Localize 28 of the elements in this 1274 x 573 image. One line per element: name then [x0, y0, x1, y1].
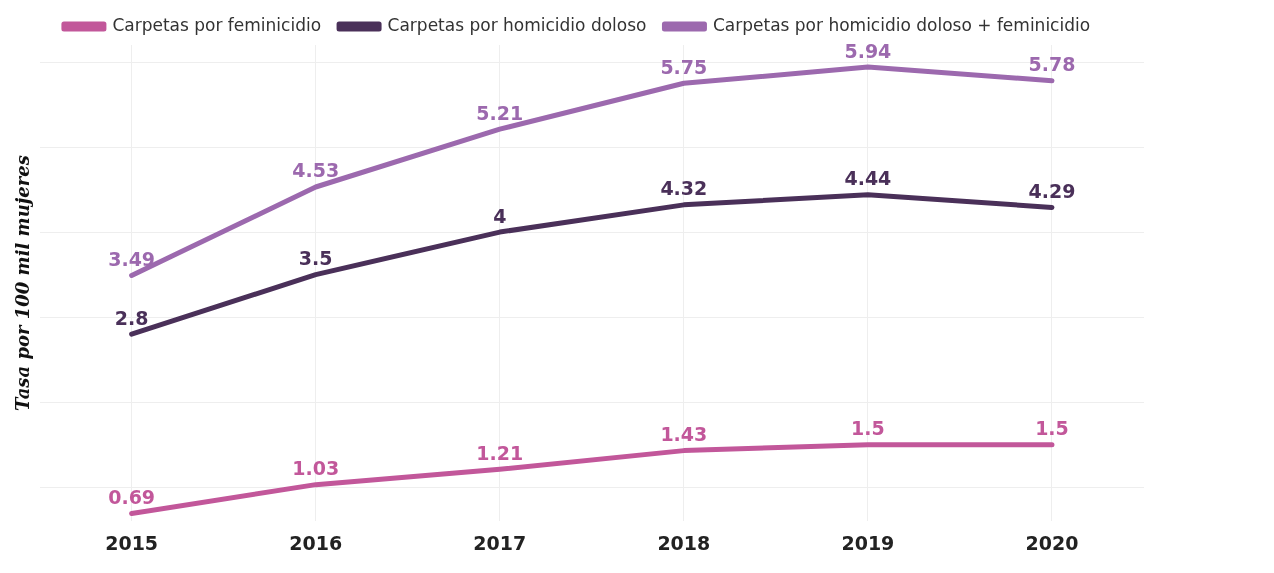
- data-label: 3.49: [108, 247, 156, 270]
- x-tick-label: 2015: [105, 531, 159, 554]
- legend-label: Carpetas por homicidio doloso + feminicidio: [712, 14, 1091, 35]
- data-label: 5.94: [844, 39, 892, 62]
- data-label: 5.75: [660, 55, 708, 78]
- data-label: 4.29: [1028, 179, 1076, 202]
- data-label: 5.78: [1028, 53, 1076, 76]
- data-label: 4: [493, 204, 507, 227]
- legend-label: Carpetas por feminicidio: [112, 14, 322, 35]
- data-label: 5.21: [476, 101, 524, 124]
- data-label: 1.5: [1035, 417, 1069, 440]
- x-tick-label: 2018: [657, 531, 711, 554]
- data-label: 0.69: [108, 485, 156, 508]
- data-label: 1.43: [660, 423, 708, 446]
- data-label: 2.8: [114, 306, 149, 329]
- x-tick-label: 2016: [289, 531, 343, 554]
- data-label: 4.32: [660, 177, 708, 200]
- y-axis-title: Tasa por 100 mil mujeres: [12, 155, 34, 411]
- data-label: 1.03: [292, 457, 340, 480]
- data-label: 4.44: [844, 167, 892, 190]
- x-tick-label: 2020: [1025, 531, 1079, 554]
- data-label: 1.5: [851, 417, 885, 440]
- data-label: 1.21: [476, 441, 524, 464]
- legend-label: Carpetas por homicidio doloso: [387, 14, 647, 35]
- data-label: 4.53: [292, 159, 340, 182]
- data-label: 3.5: [298, 247, 333, 270]
- x-tick-label: 2019: [841, 531, 895, 554]
- x-tick-label: 2017: [473, 531, 527, 554]
